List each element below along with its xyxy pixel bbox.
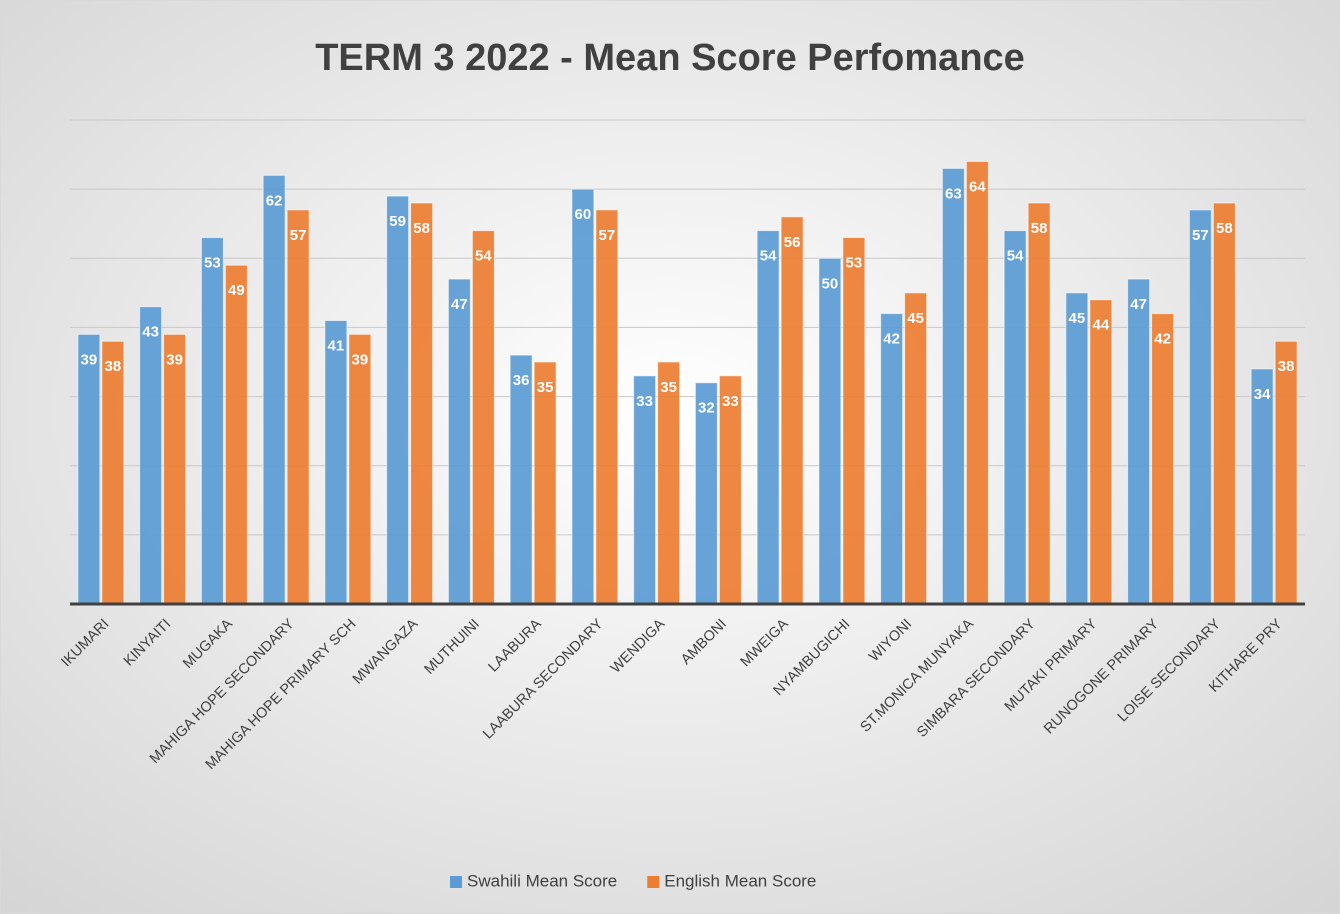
data-label: 35 (660, 379, 677, 396)
bar (595, 209, 619, 605)
data-label: 53 (204, 255, 221, 272)
data-label: 57 (290, 227, 307, 244)
data-label: 63 (945, 185, 962, 202)
data-label: 53 (846, 255, 863, 272)
data-label: 42 (1154, 331, 1171, 348)
data-label: 39 (81, 351, 98, 368)
bar (657, 361, 681, 605)
bar (262, 174, 286, 605)
bar (533, 361, 557, 605)
bar (509, 354, 533, 605)
bar (571, 188, 595, 605)
bar (1274, 340, 1298, 605)
bar (756, 230, 780, 605)
data-label: 43 (142, 324, 159, 341)
bar (941, 167, 965, 605)
chart-title: TERM 3 2022 - Mean Score Perfomance (315, 37, 1025, 79)
bar (880, 313, 904, 605)
data-label: 33 (636, 393, 653, 410)
bar (200, 237, 224, 605)
bar (1027, 202, 1051, 605)
bar (1003, 230, 1027, 605)
bar (1250, 368, 1274, 605)
bar (471, 230, 495, 605)
bar (324, 320, 348, 605)
data-label: 47 (451, 296, 468, 313)
bar (101, 340, 125, 605)
data-label: 47 (1130, 296, 1147, 313)
data-label: 50 (822, 275, 839, 292)
bar (842, 237, 866, 605)
bar (163, 333, 187, 605)
bar (718, 375, 742, 605)
data-label: 49 (228, 282, 245, 299)
data-label: 45 (1069, 310, 1086, 327)
data-label: 57 (1192, 227, 1209, 244)
data-label: 57 (599, 227, 616, 244)
bar (77, 333, 101, 605)
data-label: 38 (1278, 358, 1295, 375)
bar (1089, 299, 1113, 605)
bar (348, 333, 372, 605)
bar (904, 292, 928, 605)
legend-label: Swahili Mean Score (467, 871, 617, 890)
data-label: 34 (1254, 386, 1271, 403)
data-label: 56 (784, 234, 801, 251)
bar (818, 257, 842, 605)
bar (1065, 292, 1089, 605)
bar (410, 202, 434, 605)
bar (1127, 278, 1151, 605)
data-label: 62 (266, 192, 283, 209)
bar (965, 160, 989, 605)
data-label: 45 (907, 310, 924, 327)
bar (447, 278, 471, 605)
data-label: 32 (698, 400, 715, 417)
data-label: 58 (1031, 220, 1048, 237)
data-label: 36 (513, 372, 530, 389)
data-label: 54 (1007, 248, 1024, 265)
data-label: 59 (389, 213, 406, 230)
data-label: 38 (105, 358, 122, 375)
data-label: 44 (1093, 317, 1110, 334)
data-label: 35 (537, 379, 554, 396)
data-label: 58 (413, 220, 430, 237)
bar (633, 375, 657, 605)
bar (1212, 202, 1236, 605)
data-label: 54 (760, 248, 777, 265)
bar (780, 216, 804, 605)
data-label: 33 (722, 393, 739, 410)
legend-swatch (450, 876, 462, 888)
bar (1188, 209, 1212, 605)
bar (139, 306, 163, 605)
bar (1151, 313, 1175, 605)
data-label: 39 (352, 351, 369, 368)
data-label: 58 (1216, 220, 1233, 237)
data-label: 41 (328, 337, 345, 354)
data-label: 39 (166, 351, 183, 368)
data-label: 42 (883, 331, 900, 348)
bar (286, 209, 310, 605)
data-label: 54 (475, 248, 492, 265)
bar (224, 264, 248, 605)
data-label: 60 (575, 206, 592, 223)
legend-swatch (647, 876, 660, 888)
bar (386, 195, 410, 605)
data-label: 64 (969, 178, 986, 195)
legend-label: English Mean Score (664, 871, 816, 890)
